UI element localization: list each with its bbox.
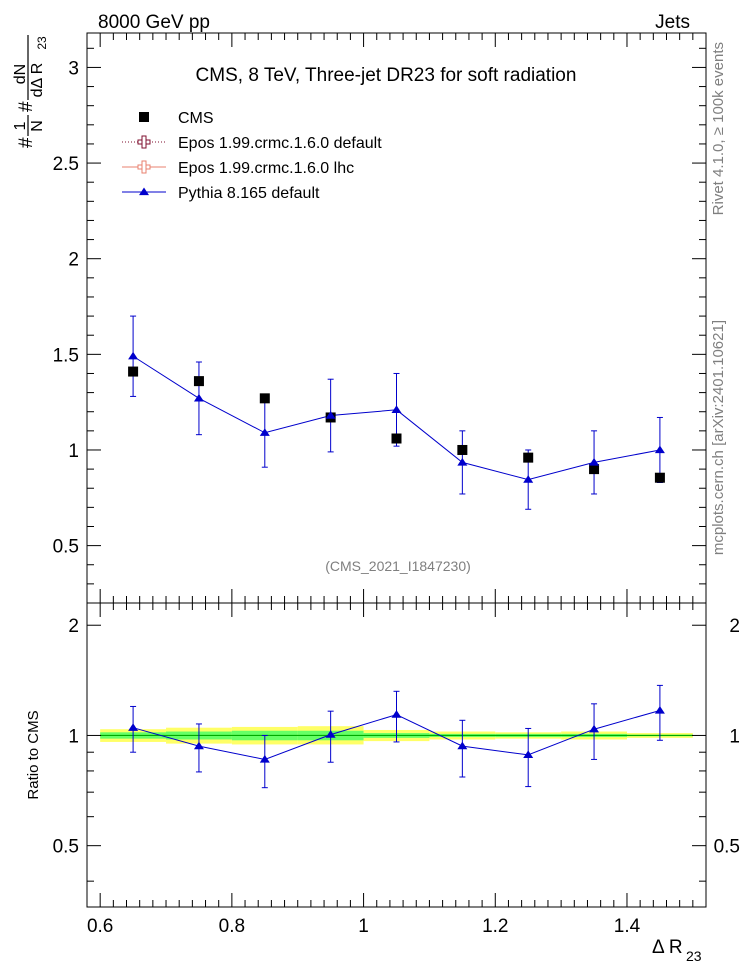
x-tick-label: 1: [358, 916, 369, 937]
ylabel-prefix: #: [16, 137, 37, 148]
cms-point: [457, 444, 468, 455]
header-left: 8000 GeV pp: [98, 12, 210, 33]
ylabel-mid: #: [16, 101, 37, 112]
ratio-ylabel: Ratio to CMS: [25, 710, 42, 799]
ratio-y-tick-label: 2: [68, 616, 79, 637]
cms-point: [259, 393, 270, 404]
ratio-pythia-point: [325, 730, 336, 738]
ratio-frame: [86, 602, 707, 908]
xlabel: Δ R: [652, 937, 683, 958]
ratio-y-tick-label: 1: [68, 726, 79, 747]
data-series: [128, 315, 665, 789]
cms-point: [128, 366, 139, 377]
pythia-point: [259, 428, 270, 436]
y-tick-label: 2.5: [53, 154, 79, 175]
cms-point: [391, 433, 402, 444]
ylabel-frac2-num: dN: [12, 64, 29, 84]
legend: CMS Epos 1.99.crmc.1.6.0 default Epos 1.…: [122, 110, 382, 202]
pythia-point: [654, 445, 665, 454]
legend-marker-cross-v: [141, 160, 147, 174]
pythia-point: [523, 475, 534, 483]
ratio-pythia-point: [589, 724, 600, 733]
ylabel-frac1-den: N: [29, 120, 46, 132]
analysis-id: (CMS_2021_I1847230): [325, 558, 471, 574]
x-tick-label: 1.2: [482, 916, 508, 937]
ratio-pythia-point: [523, 750, 534, 759]
pythia-point: [193, 393, 204, 402]
legend-marker-cross-v: [141, 135, 147, 149]
ratio-y-tick-label-right: 2: [729, 616, 740, 637]
legend-label-pythia: Pythia 8.165 default: [178, 185, 320, 202]
cms-point: [523, 452, 534, 463]
ratio-pythia-point: [457, 741, 468, 750]
chart-title: CMS, 8 TeV, Three-jet DR23 for soft radi…: [196, 65, 577, 86]
xlabel-sub: 23: [686, 948, 702, 964]
ratio-y-tick-label: 0.5: [53, 837, 79, 858]
y-axis-label: # 1 N # dN dΔ R 23: [12, 35, 49, 148]
mcplots-label: mcplots.cern.ch [arXiv:2401.10621]: [710, 320, 727, 555]
ratio-pythia-point: [193, 741, 204, 750]
ratio-pythia-point: [259, 754, 270, 763]
ylabel-frac2-den-sub: 23: [35, 36, 49, 50]
x-tick-label: 0.8: [219, 916, 245, 937]
cms-point: [654, 472, 665, 483]
pythia-point: [325, 411, 336, 419]
x-tick-label: 0.6: [87, 916, 113, 937]
header-right: Jets: [655, 12, 690, 33]
ratio-pythia-point: [128, 723, 139, 731]
ratio-y-tick-label-right: 1: [729, 726, 740, 747]
cms-point: [193, 376, 204, 387]
ratio-pythia-point: [391, 710, 402, 718]
pythia-point: [391, 405, 402, 413]
y-tick-label: 0.5: [53, 537, 79, 558]
cms-point: [589, 464, 600, 475]
ylabel-frac2-den: dΔ R: [29, 63, 46, 98]
ylabel-frac1-num: 1: [12, 121, 29, 130]
tick-labels: 0.6 0.8 1 1.2 1.4 0.5 1 1.5 2 2.5 3 0.5 0.5 1 1 2 2: [53, 58, 740, 937]
legend-marker-cms: [139, 112, 149, 122]
y-tick-label: 3: [68, 58, 79, 79]
pythia-point: [128, 351, 139, 360]
ratio-pythia-point: [654, 705, 665, 714]
legend-label-epos-lhc: Epos 1.99.crmc.1.6.0 lhc: [178, 160, 354, 177]
ratio-y-tick-label-right: 0.5: [714, 837, 740, 858]
rivet-label: Rivet 4.1.0, ≥ 100k events: [710, 42, 727, 215]
legend-label-cms: CMS: [178, 110, 214, 127]
legend-label-epos-default: Epos 1.99.crmc.1.6.0 default: [178, 135, 382, 152]
x-tick-label: 1.4: [614, 916, 641, 937]
y-tick-label: 1.5: [53, 345, 79, 366]
pythia-point: [457, 457, 468, 466]
y-tick-label: 2: [68, 250, 79, 271]
y-tick-label: 1: [68, 441, 79, 462]
pythia-point: [589, 457, 600, 466]
axis-ticks: [86, 33, 707, 907]
legend-marker-pythia: [139, 187, 149, 196]
